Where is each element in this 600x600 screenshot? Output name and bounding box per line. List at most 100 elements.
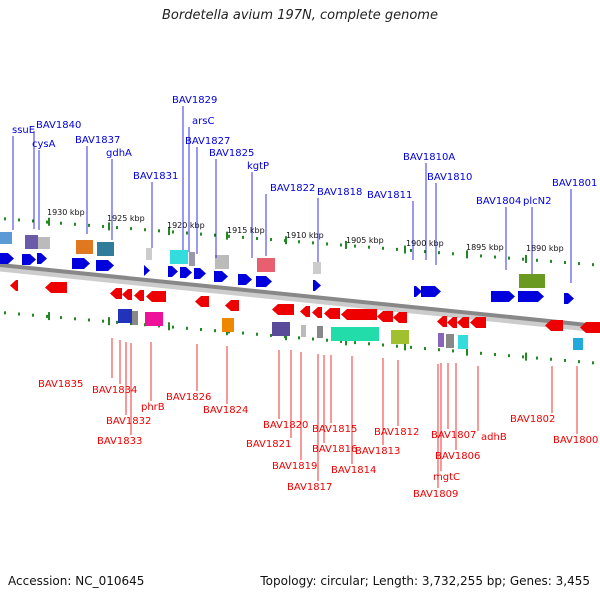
inner-tick-dot (214, 329, 216, 333)
inner-tick-dot (186, 326, 188, 330)
outer-tick-dot (452, 252, 454, 256)
reverse-gene-arrow (447, 317, 457, 328)
inner-tick-dot (452, 349, 454, 353)
forward-gene-label: BAV1804 (476, 196, 521, 207)
outer-tick-dot (326, 242, 328, 246)
scale-label: 1930 kbp (47, 208, 85, 217)
outer-major-tick (345, 240, 347, 249)
forward-gene-arrow (144, 265, 150, 276)
forward-gene-arrow (414, 286, 422, 297)
gene-feature-box (313, 262, 321, 274)
gene-feature-box (331, 327, 379, 341)
inner-tick-dot (88, 318, 90, 322)
inner-tick-dot (424, 347, 426, 351)
gene-feature-box (222, 318, 234, 332)
gene-feature-box (145, 312, 163, 326)
inner-tick-dot (172, 325, 174, 329)
inner-tick-dot (200, 328, 202, 331)
inner-major-tick (168, 322, 170, 331)
outer-tick-dot (74, 222, 76, 226)
gene-feature-box (215, 255, 229, 269)
reverse-gene-arrow (272, 304, 294, 315)
inner-tick-dot (396, 344, 398, 348)
inner-major-tick (525, 352, 527, 361)
outer-tick-dot (536, 258, 538, 262)
forward-gene-label: BAV1829 (172, 95, 217, 106)
forward-gene-label: BAV1831 (133, 171, 178, 182)
reverse-gene-label: BAV1815 (312, 424, 357, 435)
reverse-gene-label: BAV1813 (355, 446, 400, 457)
outer-tick-dot (410, 248, 412, 252)
forward-gene-label: BAV1822 (270, 183, 315, 194)
gene-feature-box (76, 240, 93, 254)
forward-gene-label: plcN2 (523, 196, 551, 207)
outer-tick-dot (592, 263, 594, 267)
gene-feature-box (301, 325, 306, 337)
backbone-line (0, 263, 600, 329)
inner-tick-dot (4, 311, 6, 315)
inner-tick-dot (480, 351, 482, 355)
gene-feature-box (438, 333, 444, 347)
reverse-gene-arrow (146, 291, 166, 302)
scale-label: 1905 kbp (346, 236, 384, 245)
forward-gene-arrow (421, 286, 441, 297)
outer-major-tick (404, 245, 406, 254)
inner-tick-dot (74, 317, 76, 321)
inner-tick-dot (60, 316, 62, 320)
outer-tick-dot (200, 232, 202, 236)
inner-tick-dot (536, 356, 538, 360)
reverse-gene-arrow (225, 300, 239, 311)
outer-tick-dot (158, 229, 160, 233)
accession-text: Accession: NC_010645 (8, 574, 145, 588)
reverse-gene-label: BAV1826 (166, 392, 211, 403)
inner-tick-dot (410, 345, 412, 349)
outer-tick-dot (438, 251, 440, 255)
reverse-gene-arrow (134, 290, 144, 301)
reverse-gene-arrow (580, 322, 600, 333)
reverse-gene-arrow (122, 289, 132, 300)
scale-label: 1900 kbp (406, 239, 444, 248)
gene-feature-box (0, 232, 12, 244)
gene-feature-box (391, 330, 409, 344)
inner-tick-dot (508, 354, 510, 358)
forward-gene-label: BAV1801 (552, 178, 597, 189)
outer-tick-dot (172, 230, 174, 234)
inner-tick-dot (340, 339, 342, 343)
reverse-gene-label: BAV1816 (312, 444, 357, 455)
reverse-gene-label: BAV1832 (106, 416, 151, 427)
outer-tick-dot (508, 256, 510, 260)
reverse-gene-arrow (324, 308, 340, 319)
forward-gene-arrow (214, 271, 228, 282)
forward-gene-label: gdhA (106, 148, 132, 159)
reverse-gene-label: BAV1814 (331, 465, 376, 476)
inner-tick-dot (382, 343, 384, 347)
inner-tick-dot (438, 348, 440, 352)
reverse-gene-arrow (470, 317, 486, 328)
reverse-gene-label: BAV1806 (435, 451, 480, 462)
scale-label: 1925 kbp (107, 214, 145, 223)
inner-tick-dot (312, 337, 314, 341)
outer-tick-dot (382, 246, 384, 250)
inner-tick-dot (18, 312, 20, 316)
outer-tick-dot (396, 247, 398, 251)
inner-tick-dot (32, 313, 34, 317)
scale-label: 1915 kbp (227, 226, 265, 235)
reverse-gene-arrow (545, 320, 563, 331)
forward-gene-label: BAV1811 (367, 190, 412, 201)
inner-tick-dot (270, 333, 272, 337)
outer-tick-dot (424, 250, 426, 254)
reverse-gene-label: BAV1824 (203, 405, 248, 416)
gene-feature-box (38, 237, 50, 249)
scale-label: 1890 kbp (526, 244, 564, 253)
outer-tick-dot (354, 244, 356, 248)
scale-label: 1895 kbp (466, 243, 504, 252)
inner-tick-dot (116, 320, 118, 324)
forward-gene-arrow (491, 291, 515, 302)
gene-feature-box (170, 250, 188, 264)
outer-major-tick (226, 231, 228, 240)
forward-gene-label: BAV1840 (36, 120, 81, 131)
gene-feature-box (317, 326, 323, 338)
forward-gene-arrow (37, 253, 47, 264)
outer-tick-dot (270, 238, 272, 242)
reverse-gene-label: BAV1809 (413, 489, 458, 500)
